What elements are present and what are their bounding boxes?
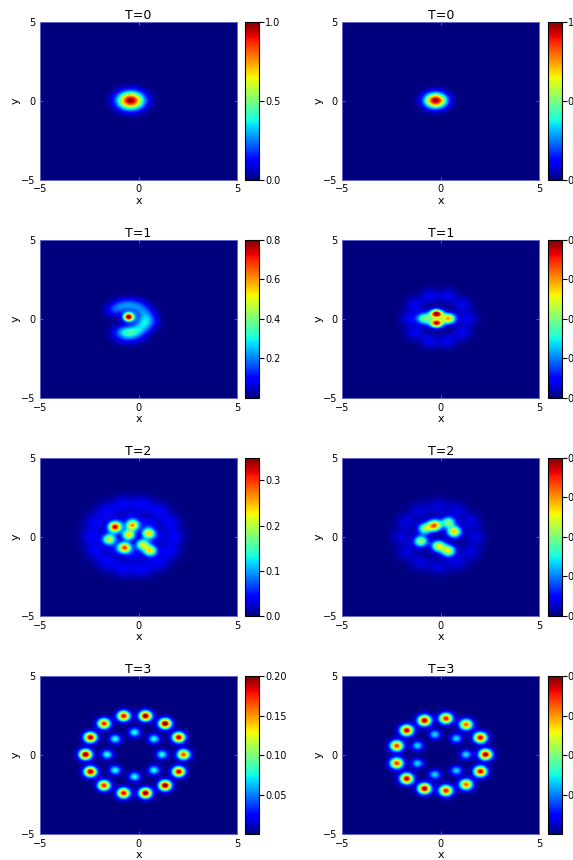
Y-axis label: y: y (313, 316, 323, 322)
Y-axis label: y: y (11, 316, 21, 322)
X-axis label: x: x (438, 851, 444, 860)
Title: T=3: T=3 (428, 663, 454, 676)
X-axis label: x: x (135, 414, 142, 424)
Title: T=0: T=0 (125, 9, 152, 22)
Y-axis label: y: y (11, 97, 21, 104)
Title: T=1: T=1 (125, 227, 152, 240)
X-axis label: x: x (135, 632, 142, 642)
Y-axis label: y: y (11, 752, 21, 759)
Y-axis label: y: y (313, 752, 323, 759)
Title: T=2: T=2 (428, 445, 454, 458)
Title: T=2: T=2 (125, 445, 152, 458)
X-axis label: x: x (135, 851, 142, 860)
Title: T=3: T=3 (125, 663, 152, 676)
Title: T=1: T=1 (428, 227, 454, 240)
X-axis label: x: x (438, 632, 444, 642)
Y-axis label: y: y (11, 534, 21, 540)
X-axis label: x: x (438, 414, 444, 424)
Title: T=0: T=0 (427, 9, 454, 22)
X-axis label: x: x (438, 196, 444, 206)
Y-axis label: y: y (313, 97, 323, 104)
X-axis label: x: x (135, 196, 142, 206)
Y-axis label: y: y (313, 534, 323, 540)
